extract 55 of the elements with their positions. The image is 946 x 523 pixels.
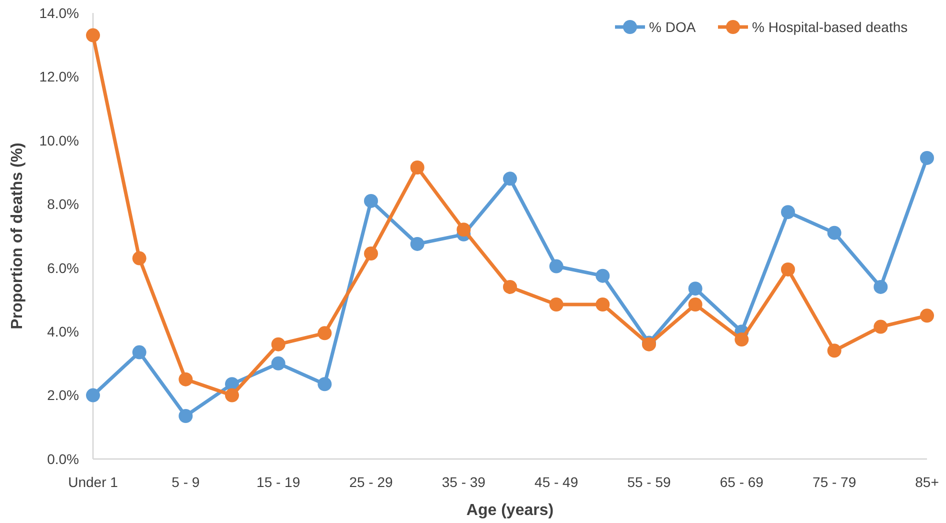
point — [596, 297, 610, 312]
y-tick-label: 2.0% — [47, 387, 79, 404]
point — [271, 356, 286, 370]
point — [503, 280, 517, 294]
y-tick-label: 4.0% — [47, 323, 79, 340]
point — [827, 344, 842, 358]
point — [225, 388, 239, 402]
point — [503, 172, 517, 186]
y-tick-label: 14.0% — [39, 4, 79, 21]
point — [549, 259, 564, 274]
point — [781, 262, 795, 276]
point — [86, 388, 100, 402]
point — [178, 408, 193, 423]
point — [781, 205, 795, 220]
y-tick-label: 10.0% — [39, 132, 79, 148]
point — [132, 345, 146, 360]
point — [920, 150, 934, 165]
point — [364, 246, 378, 261]
legend-label: % DOA — [649, 18, 696, 35]
y-tick-label: 0.0% — [47, 450, 79, 467]
point — [410, 236, 424, 251]
x-tick-label: 15 - 19 — [256, 474, 300, 490]
x-tick-label: 45 - 49 — [534, 474, 578, 490]
point — [456, 222, 471, 237]
point — [318, 326, 332, 340]
x-axis-title: Age (years) — [466, 502, 554, 519]
x-tick-label: 55 - 59 — [627, 474, 672, 490]
point — [688, 297, 702, 312]
point — [318, 377, 332, 392]
point — [827, 226, 842, 240]
x-tick-label: 75 - 79 — [812, 474, 856, 490]
point — [410, 160, 424, 175]
point — [549, 297, 564, 312]
point — [364, 194, 378, 208]
y-tick-label: 8.0% — [47, 196, 79, 212]
x-tick-label: 5 - 9 — [172, 474, 200, 490]
y-tick-label: 6.0% — [47, 260, 79, 276]
point — [874, 320, 888, 334]
x-tick-label: 35 - 39 — [442, 474, 486, 490]
point — [874, 280, 888, 294]
point — [178, 372, 193, 386]
point — [688, 282, 702, 296]
x-tick-label: 25 - 29 — [349, 474, 394, 490]
y-axis-title: Proportion of deaths (%) — [9, 142, 26, 330]
point — [132, 251, 146, 266]
y-tick-label: 12.0% — [39, 68, 79, 85]
point — [271, 337, 286, 352]
point — [920, 308, 934, 323]
x-tick-label: 85+ — [915, 474, 939, 490]
point — [596, 268, 610, 283]
x-tick-label: Under 1 — [68, 474, 118, 490]
x-tick-label: 65 - 69 — [720, 474, 764, 490]
legend-label: % Hospital-based deaths — [752, 18, 908, 35]
point — [734, 332, 749, 347]
point — [86, 28, 100, 42]
